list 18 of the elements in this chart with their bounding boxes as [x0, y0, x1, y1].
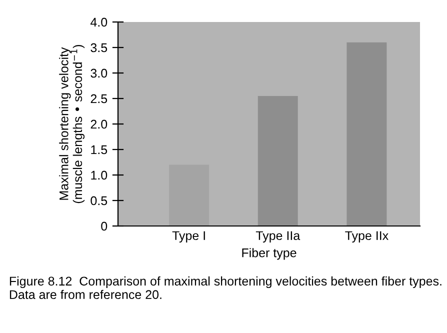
y-tick-label: 0.5: [90, 196, 108, 206]
x-tick-label: Type IIx: [345, 231, 388, 243]
bar: [169, 164, 210, 226]
y-tick-label: 1.5: [91, 145, 108, 154]
bar: [346, 42, 387, 226]
y-tick-label: 3.5: [90, 43, 108, 52]
y-tick-label: 4.0: [90, 18, 108, 27]
y-tick-label: 3.0: [90, 68, 108, 78]
y-tick-label: 1.0: [91, 170, 108, 180]
y-tick-label: 0: [101, 222, 108, 231]
x-tick-label: Type IIa: [256, 231, 300, 243]
bar: [258, 96, 298, 226]
x-axis-title: Fiber type: [242, 248, 296, 260]
y-tick-label: 2.5: [90, 94, 108, 104]
caption: Figure 8.12 Comparison of maximal shortening velocities between fiber types. Data are from reference 20.: [10, 276, 442, 300]
y-axis-title: Maximal shortening velocity (muscle lengths • second$^{−1}$): [59, 44, 85, 204]
x-tick-label: Type I: [172, 231, 205, 243]
y-tick-label: 2.0: [90, 120, 108, 129]
